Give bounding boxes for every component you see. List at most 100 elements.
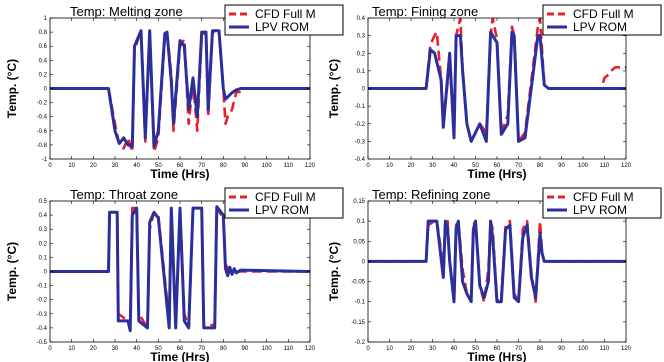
y-tick-label: 0 (44, 270, 48, 276)
legend-label: CFD Full M (573, 190, 634, 204)
x-tick-label: 10 (68, 346, 75, 352)
chart-title: Temp: Fining zone (372, 4, 478, 19)
x-tick-label: 50 (155, 346, 162, 352)
x-tick-label: 90 (242, 346, 249, 352)
y-tick-label: 0.3 (357, 34, 366, 40)
legend-label: LPV ROM (573, 203, 627, 217)
y-tick-label: 0.6 (39, 44, 48, 50)
y-tick-label: -0.2 (37, 101, 48, 107)
y-tick-label: 0.8 (39, 30, 48, 36)
x-tick-label: 40 (133, 346, 140, 352)
y-tick-label: 0.1 (357, 219, 366, 225)
x-tick-label: 80 (220, 346, 227, 352)
x-tick-label: 120 (621, 346, 632, 352)
x-tick-label: 30 (112, 163, 119, 169)
x-tick-label: 10 (386, 346, 393, 352)
x-tick-label: 80 (220, 163, 227, 169)
y-tick-label: -0.2 (37, 298, 48, 304)
y-tick-label: 0.4 (39, 58, 48, 64)
x-tick-label: 40 (451, 346, 458, 352)
x-tick-label: 110 (284, 163, 294, 169)
x-axis-label: Time (Hrs) (467, 167, 526, 181)
legend-label: LPV ROM (255, 20, 309, 34)
x-axis-label: Time (Hrs) (150, 167, 209, 181)
x-tick-label: 110 (284, 346, 294, 352)
y-axis-label: Temp. (°C) (5, 59, 19, 118)
y-tick-label: 0.1 (357, 69, 366, 75)
x-tick-label: 50 (472, 163, 479, 169)
legend-box (542, 187, 662, 219)
x-tick-label: 10 (68, 163, 75, 169)
series-line-lpv (50, 29, 310, 148)
x-tick-label: 20 (90, 346, 97, 352)
y-tick-label: -0.4 (355, 157, 366, 163)
y-axis-label: Temp. (°C) (327, 59, 341, 118)
x-tick-label: 60 (494, 163, 501, 169)
x-tick-label: 40 (451, 163, 458, 169)
x-tick-label: 30 (429, 163, 436, 169)
y-tick-label: -0.1 (355, 104, 366, 110)
x-tick-label: 70 (515, 163, 522, 169)
x-tick-label: 0 (366, 346, 370, 352)
chart-title: Temp: Melting zone (70, 4, 183, 19)
x-tick-label: 0 (366, 163, 370, 169)
y-tick-label: -0.1 (37, 284, 48, 290)
legend-box (224, 4, 344, 36)
y-tick-label: -0.2 (355, 122, 366, 128)
legend-label: CFD Full M (255, 7, 316, 21)
y-tick-label: -0.4 (37, 115, 48, 121)
y-tick-label: -0.1 (355, 300, 366, 306)
x-tick-label: 90 (558, 346, 565, 352)
x-tick-label: 60 (177, 346, 184, 352)
y-tick-label: 0 (362, 87, 366, 93)
chart-panel-3: 0 10 20 30 40 50 60 70 80 90 100 110 120 -0.5 -0.4 -0.3… (5, 187, 344, 362)
x-tick-label: 120 (305, 346, 316, 352)
axes-box (367, 200, 627, 343)
x-tick-label: 10 (386, 163, 393, 169)
chart-title: Temp: Refining zone (372, 187, 491, 202)
x-tick-label: 20 (408, 346, 415, 352)
x-tick-label: 110 (600, 346, 610, 352)
x-tick-label: 20 (408, 163, 415, 169)
y-tick-label: -0.5 (37, 340, 48, 346)
y-tick-label: -0.15 (351, 320, 365, 326)
x-tick-label: 60 (177, 163, 184, 169)
x-tick-label: 110 (600, 163, 610, 169)
y-tick-label: 0 (44, 87, 48, 93)
x-tick-label: 70 (515, 346, 522, 352)
x-tick-label: 0 (48, 163, 52, 169)
y-tick-label: 0.3 (39, 227, 48, 233)
x-tick-label: 80 (537, 163, 544, 169)
y-tick-label: 0.1 (39, 255, 48, 261)
y-tick-label: -0.3 (355, 139, 366, 145)
x-tick-label: 120 (621, 163, 632, 169)
x-tick-label: 70 (198, 163, 205, 169)
y-axis-label: Temp. (°C) (5, 242, 19, 301)
y-axis-label: Temp. (°C) (327, 242, 341, 301)
chart-panel-2: 0 10 20 30 40 50 60 70 80 90 100 110 120 -0.4 -0.3 -0.2… (327, 4, 662, 181)
x-tick-label: 50 (472, 346, 479, 352)
legend-box (224, 187, 344, 219)
x-tick-label: 0 (48, 346, 52, 352)
x-tick-label: 50 (155, 163, 162, 169)
x-tick-label: 80 (537, 346, 544, 352)
x-tick-label: 30 (112, 346, 119, 352)
x-tick-label: 30 (429, 346, 436, 352)
y-tick-label: 0.05 (353, 239, 365, 245)
y-tick-label: -0.05 (351, 280, 365, 286)
chart-title: Temp: Throat zone (70, 187, 178, 202)
series-line-lpv (368, 30, 626, 143)
series-line-lpv (50, 205, 310, 333)
series-line-lpv (368, 219, 626, 304)
y-tick-label: -1 (42, 157, 48, 163)
y-tick-label: -0.2 (355, 340, 366, 346)
legend-label: CFD Full M (255, 190, 316, 204)
y-tick-label: 0.2 (39, 72, 48, 78)
legend-label: LPV ROM (255, 203, 309, 217)
x-tick-label: 100 (262, 346, 273, 352)
x-tick-label: 100 (262, 163, 273, 169)
